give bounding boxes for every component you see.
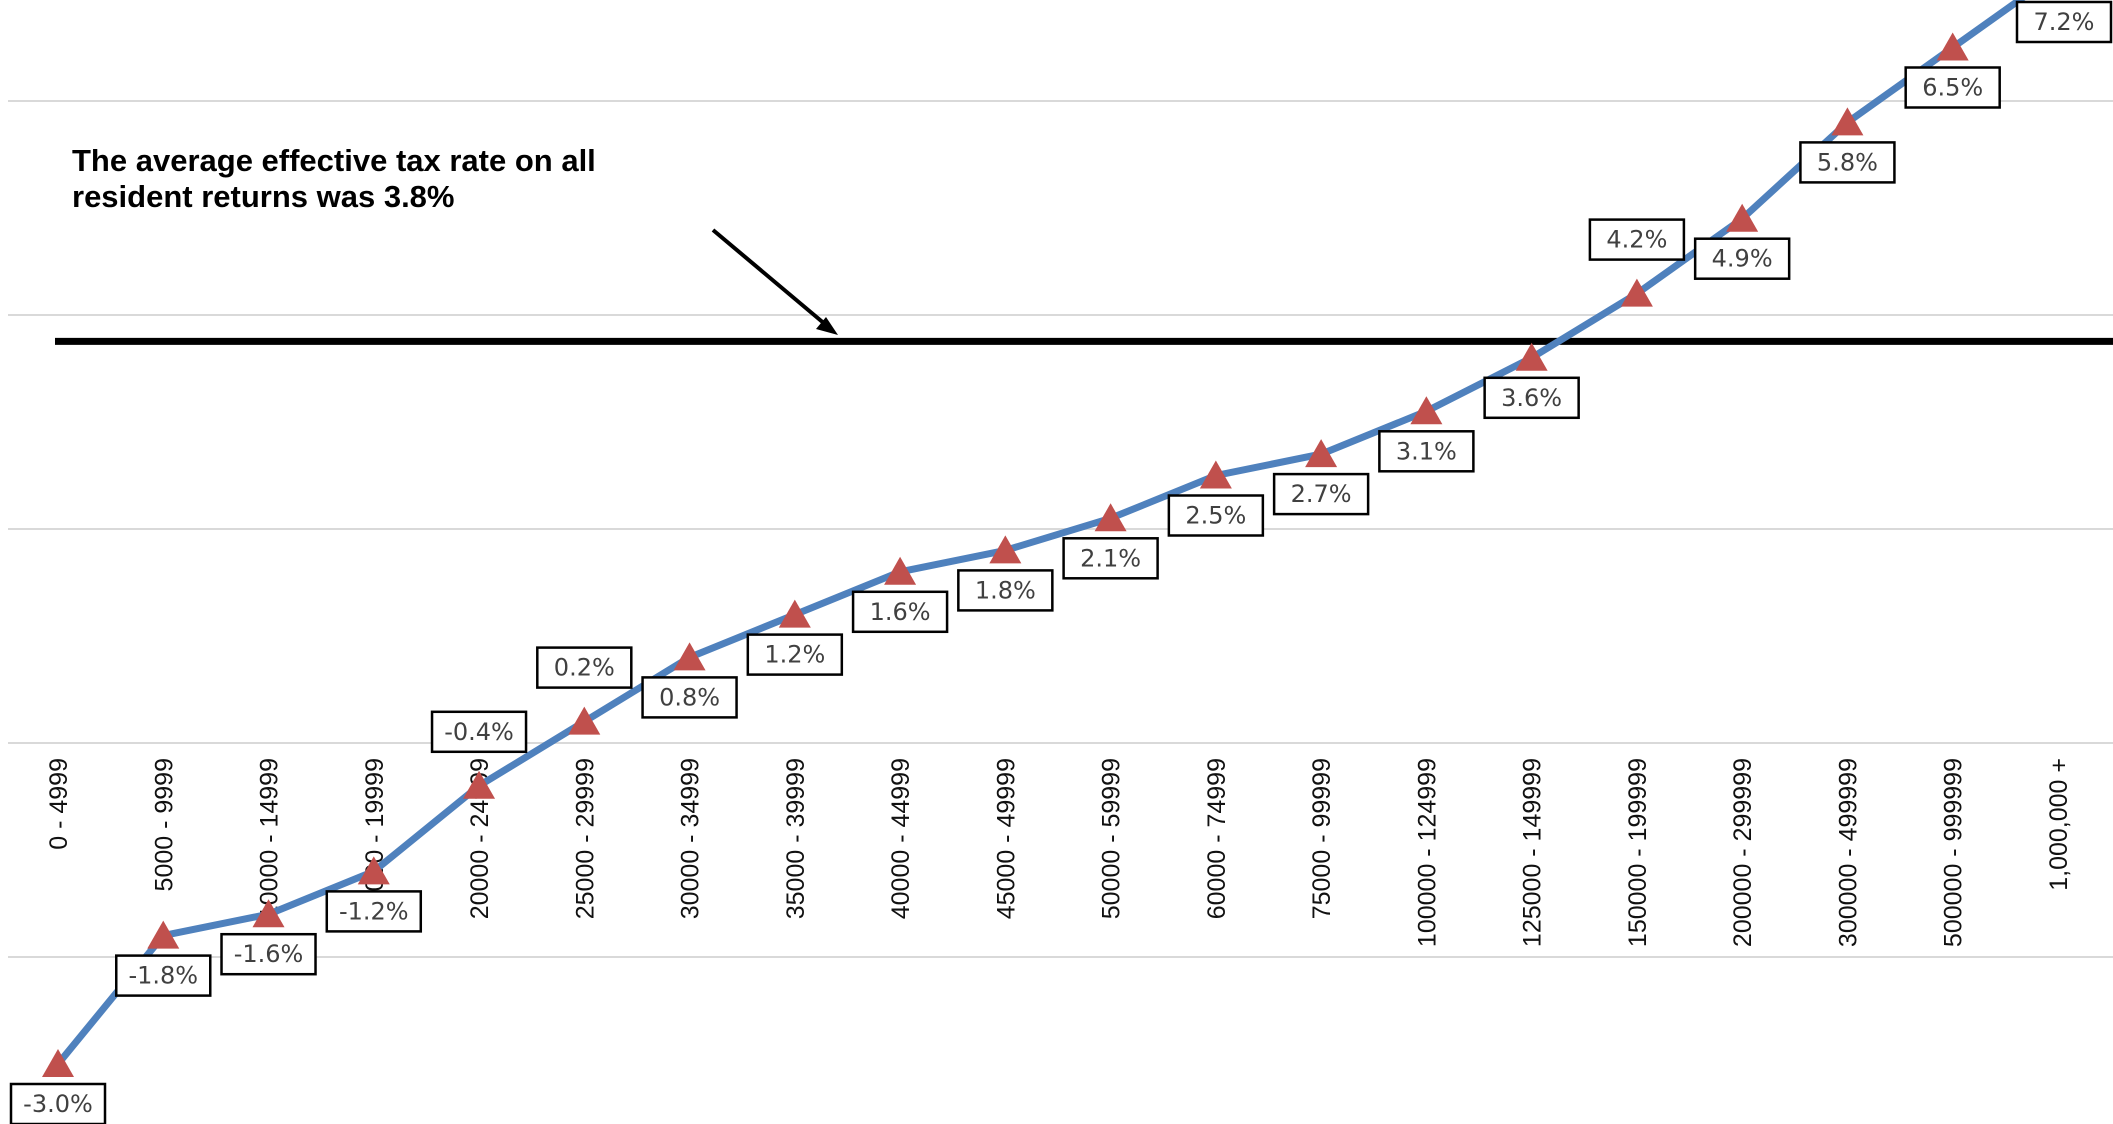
annotation-arrowhead bbox=[816, 317, 838, 335]
data-label: 6.5% bbox=[1922, 74, 1983, 102]
data-label-box bbox=[1483, 376, 1580, 420]
data-label: 2.5% bbox=[1185, 502, 1246, 530]
x-tick-label: 100000 - 124999 bbox=[1413, 758, 1441, 947]
data-point-marker bbox=[1305, 439, 1338, 468]
x-tick-label: 35000 - 39999 bbox=[782, 758, 810, 919]
data-label: 4.2% bbox=[1606, 226, 1667, 254]
data-label: 1.6% bbox=[870, 598, 931, 626]
data-label: 3.1% bbox=[1396, 437, 1457, 465]
data-label: 2.1% bbox=[1080, 544, 1141, 572]
x-tick-label: 5000 - 9999 bbox=[150, 758, 178, 891]
x-tick-label: 500000 - 999999 bbox=[1940, 758, 1968, 947]
data-label-box bbox=[1799, 141, 1896, 184]
data-label: 3.6% bbox=[1501, 384, 1562, 412]
data-point-marker bbox=[1831, 107, 1864, 136]
x-tick-label: 150000 - 199999 bbox=[1624, 758, 1652, 947]
annotation-arrow bbox=[711, 228, 834, 332]
data-label-box bbox=[1378, 430, 1475, 473]
data-label-box bbox=[220, 932, 317, 976]
data-label-box bbox=[1904, 66, 2001, 109]
data-label-box bbox=[1167, 494, 1265, 537]
data-label: -1.6% bbox=[234, 940, 304, 968]
data-point-marker bbox=[1094, 503, 1127, 532]
data-point-marker bbox=[989, 535, 1022, 564]
series-line-group bbox=[54, 0, 2026, 1068]
data-label: 1.2% bbox=[764, 641, 825, 669]
data-point-marker bbox=[463, 770, 496, 799]
data-label-box bbox=[1272, 472, 1370, 516]
data-label: 7.2% bbox=[2034, 8, 2095, 36]
data-label-box bbox=[115, 954, 212, 997]
data-label: 5.8% bbox=[1817, 148, 1878, 176]
x-tick-label: 25000 - 29999 bbox=[571, 758, 599, 919]
data-label-box bbox=[851, 590, 949, 634]
data-point-marker bbox=[568, 706, 601, 735]
data-label-box bbox=[1062, 537, 1159, 580]
data-label: -1.2% bbox=[339, 897, 409, 925]
data-point-marker bbox=[147, 920, 180, 949]
x-tick-label: 300000 - 499999 bbox=[1834, 758, 1862, 947]
data-label: 2.7% bbox=[1291, 480, 1352, 508]
data-point-marker bbox=[673, 642, 706, 671]
series-line bbox=[54, 0, 2026, 1068]
x-axis: 0 - 4999 5000 - 9999 10000 - 14999 15000 - … bbox=[45, 758, 2073, 947]
data-label: -1.8% bbox=[128, 962, 198, 990]
data-point-marker bbox=[1620, 278, 1653, 307]
x-tick-label: 200000 - 299999 bbox=[1729, 758, 1757, 947]
x-tick-label: 1,000,000 + bbox=[2045, 758, 2073, 891]
annotation-line-2: resident returns was 3.8% bbox=[72, 179, 455, 214]
data-point-marker bbox=[1410, 396, 1443, 425]
x-tick-label: 0 - 4999 bbox=[45, 758, 73, 850]
data-label-box bbox=[641, 676, 738, 719]
data-point-marker bbox=[357, 856, 390, 885]
data-point-marker bbox=[1199, 460, 1232, 489]
data-label-box bbox=[2015, 0, 2113, 44]
data-label: 1.8% bbox=[975, 576, 1036, 604]
data-label: 0.2% bbox=[554, 654, 615, 682]
data-label-box bbox=[1588, 218, 1686, 261]
data-label-box bbox=[536, 646, 633, 689]
data-label-box bbox=[1693, 237, 1791, 280]
data-point-marker bbox=[884, 556, 917, 585]
data-label-box bbox=[325, 890, 423, 933]
data-point-marker bbox=[42, 1049, 74, 1077]
x-tick-label: 30000 - 34999 bbox=[677, 758, 705, 919]
x-tick-label: 10000 - 14999 bbox=[256, 758, 284, 919]
data-point-marker bbox=[1515, 342, 1548, 371]
data-label-box bbox=[430, 710, 528, 754]
x-tick-label: 60000 - 74999 bbox=[1203, 758, 1231, 919]
x-tick-label: 125000 - 149999 bbox=[1519, 758, 1547, 947]
data-label: 4.9% bbox=[1712, 245, 1773, 273]
x-tick-label: 50000 - 59999 bbox=[1098, 758, 1126, 919]
data-point-marker bbox=[778, 599, 811, 628]
data-point-marker bbox=[252, 899, 285, 928]
data-label: 0.8% bbox=[659, 683, 720, 711]
marker-group bbox=[42, 32, 1969, 1077]
x-tick-label: 75000 - 99999 bbox=[1308, 758, 1336, 919]
gridlines bbox=[8, 100, 2113, 958]
annotation-group: The average effective tax rate on all re… bbox=[72, 143, 838, 335]
data-point-marker bbox=[1936, 32, 1969, 61]
data-label-box bbox=[746, 633, 844, 676]
data-label: -3.0% bbox=[23, 1090, 93, 1118]
x-tick-label: 45000 - 49999 bbox=[992, 758, 1020, 919]
data-label: -0.4% bbox=[444, 718, 514, 746]
annotation-line-1: The average effective tax rate on all bbox=[72, 143, 596, 178]
data-point-marker bbox=[1726, 203, 1759, 232]
data-label-group: -3.0% -1.8% -1.6% -1.2% -0.4% 0.2% 0.8% 1.2% 1.6… bbox=[9, 0, 2113, 1124]
data-label-box bbox=[957, 569, 1054, 612]
x-tick-label: 40000 - 44999 bbox=[887, 758, 915, 919]
data-label-box bbox=[9, 1082, 107, 1124]
